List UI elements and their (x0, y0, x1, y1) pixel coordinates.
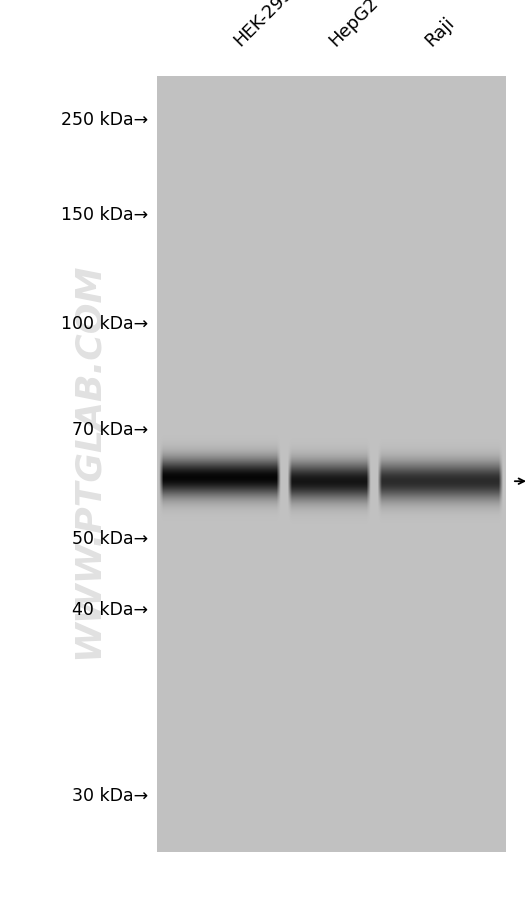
Text: 40 kDa→: 40 kDa→ (73, 600, 148, 618)
Text: 150 kDa→: 150 kDa→ (61, 206, 148, 224)
Text: 50 kDa→: 50 kDa→ (72, 529, 148, 548)
Text: 70 kDa→: 70 kDa→ (72, 420, 148, 438)
Text: 100 kDa→: 100 kDa→ (61, 315, 148, 333)
Text: 30 kDa→: 30 kDa→ (72, 787, 148, 805)
Text: HepG2: HepG2 (326, 0, 382, 50)
Text: HEK-293: HEK-293 (231, 0, 297, 50)
Text: WWW.PTGLAB.COM: WWW.PTGLAB.COM (70, 262, 104, 658)
Text: 250 kDa→: 250 kDa→ (61, 111, 148, 129)
Text: Raji: Raji (421, 14, 458, 50)
